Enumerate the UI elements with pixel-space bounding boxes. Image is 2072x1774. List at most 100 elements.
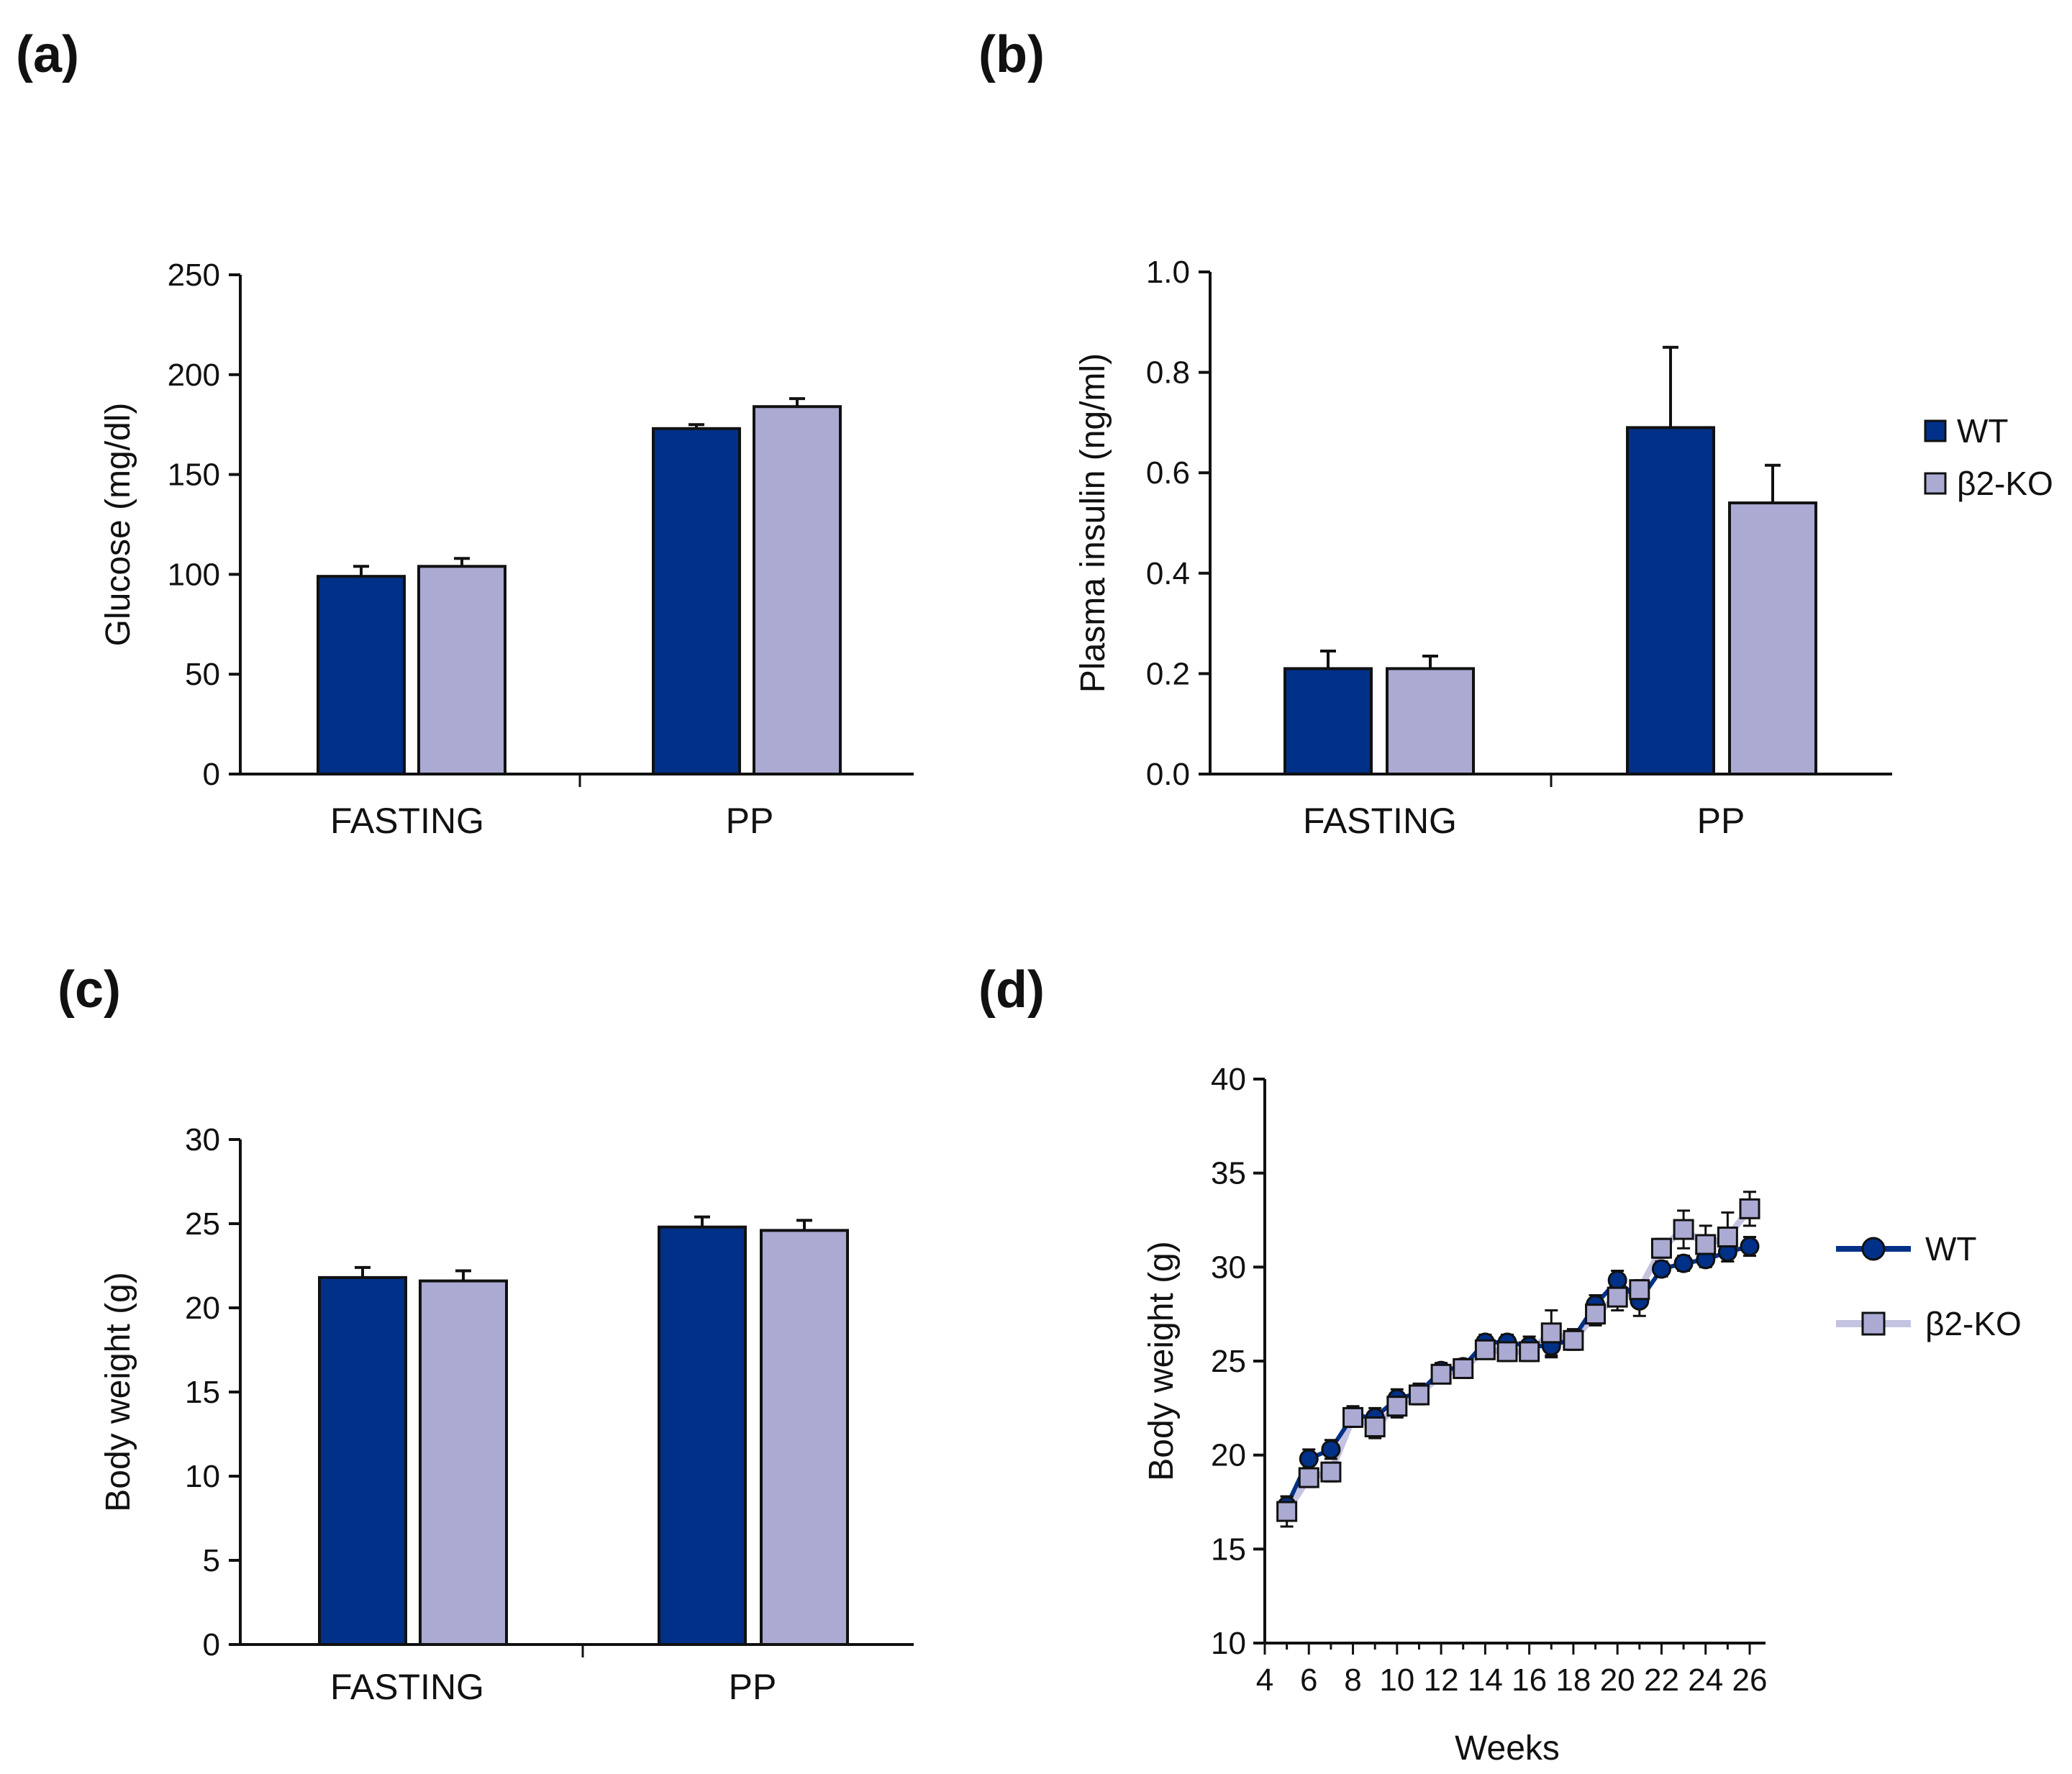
wt-point [1673, 1253, 1694, 1273]
ko-point [1496, 1341, 1518, 1363]
x-tick-label: 22 [1644, 1662, 1679, 1698]
ko-point [1650, 1237, 1672, 1259]
ko-point [1563, 1329, 1584, 1351]
y-tick-label: 20 [1211, 1438, 1246, 1473]
legend-ko-label: β2-KO [1957, 465, 2053, 502]
wt-bar [658, 1225, 747, 1647]
y-axis-title: Body weight (g) [1142, 1241, 1181, 1481]
ko-bar [1728, 501, 1817, 776]
y-axis-title: Plasma insulin (ng/ml) [1074, 353, 1112, 693]
ko-point [1386, 1396, 1408, 1417]
ko-point [1717, 1227, 1738, 1248]
panel-a-glucose-chart: 0 50 100 150 200 250 FASTING PP Glucose (mg/dl) [99, 258, 914, 841]
y-tick-label: 150 [168, 458, 220, 493]
panel-b-letter: (b) [978, 26, 1045, 83]
y-tick-label: 250 [168, 258, 220, 293]
y-tick-label: 5 [203, 1543, 220, 1578]
ko-point [1629, 1279, 1650, 1301]
y-tick-label: 200 [168, 358, 220, 393]
panel-c-body-weight-bar-chart: 0 5 10 15 20 25 30 FASTING PP Body weight (g) [99, 1122, 914, 1707]
ko-point [1739, 1198, 1760, 1219]
wt-point [1651, 1259, 1671, 1279]
legend-ko-swatch [1924, 472, 1947, 495]
y-axis-title: Body weight (g) [99, 1272, 137, 1512]
y-tick-label: 30 [185, 1122, 220, 1157]
x-tick-label: 24 [1688, 1662, 1723, 1698]
y-tick-label: 30 [1211, 1250, 1246, 1285]
panel-d-letter: (d) [978, 961, 1045, 1019]
ko-point [1540, 1322, 1562, 1344]
ko-point [1298, 1467, 1319, 1488]
ko-point [1607, 1286, 1628, 1308]
x-tick-label: 16 [1512, 1662, 1547, 1698]
x-axis-title: Weeks [1455, 1729, 1560, 1768]
x-tick-label: 10 [1379, 1662, 1414, 1698]
wt-point [1321, 1439, 1341, 1460]
x-tick-label: 14 [1468, 1662, 1503, 1698]
y-tick-label: 40 [1211, 1062, 1246, 1097]
wt-bar [318, 1275, 407, 1646]
legend-wt-label: WT [1957, 412, 2009, 450]
category-label: PP [726, 801, 774, 841]
y-tick-label: 1.0 [1146, 255, 1190, 290]
wt-series-line [1284, 1244, 1750, 1507]
ko-point [1585, 1304, 1607, 1325]
legend-wt-marker [1861, 1237, 1886, 1261]
y-tick-label: 50 [185, 657, 220, 692]
x-tick-label: 26 [1732, 1662, 1768, 1698]
panel-a-letter: (a) [16, 26, 79, 83]
wt-bar [317, 575, 406, 776]
y-tick-label: 35 [1211, 1156, 1246, 1191]
category-label: PP [1697, 801, 1745, 841]
y-tick-label: 15 [1211, 1532, 1246, 1567]
y-tick-label: 15 [185, 1375, 220, 1410]
ko-bar [1386, 667, 1475, 775]
ko-point [1276, 1501, 1298, 1522]
y-tick-label: 20 [185, 1291, 220, 1326]
y-tick-label: 25 [185, 1206, 220, 1242]
ko-point [1408, 1384, 1430, 1406]
y-tick-label: 10 [185, 1459, 220, 1494]
ko-point [1519, 1341, 1540, 1363]
category-label: FASTING [330, 1667, 484, 1707]
wt-bar [1283, 667, 1373, 775]
category-label: PP [729, 1667, 777, 1707]
legend-wt-label: WT [1925, 1230, 1977, 1268]
y-tick-label: 0.0 [1146, 757, 1190, 792]
wt-bar [1626, 426, 1715, 775]
wt-bar [652, 427, 741, 775]
y-tick-label: 0.4 [1146, 556, 1190, 591]
wt-point [1740, 1237, 1760, 1257]
ko-series-line [1283, 1206, 1753, 1514]
ko-bar [419, 1279, 508, 1647]
ko-point [1364, 1416, 1386, 1437]
x-tick-label: 18 [1555, 1662, 1591, 1698]
y-tick-label: 0.2 [1146, 656, 1190, 691]
y-tick-label: 0 [203, 1627, 220, 1662]
y-tick-label: 25 [1211, 1344, 1246, 1379]
y-tick-label: 0.8 [1146, 355, 1190, 391]
y-tick-label: 100 [168, 557, 220, 592]
category-label: FASTING [1303, 801, 1457, 841]
x-tick-label: 20 [1600, 1662, 1635, 1698]
ko-point [1695, 1234, 1717, 1255]
wt-point [1607, 1270, 1627, 1291]
panel-c-letter: (c) [58, 961, 121, 1019]
wt-point [1299, 1449, 1319, 1469]
x-tick-label: 6 [1300, 1662, 1317, 1698]
ko-point [1474, 1339, 1496, 1360]
ko-point [1453, 1357, 1474, 1379]
y-tick-label: 0.6 [1146, 455, 1190, 491]
panel-b-insulin-chart: 0.0 0.2 0.4 0.6 0.8 1.0 FASTING PP Plasma insuli… [1074, 255, 2053, 841]
ko-point [1430, 1363, 1452, 1385]
ko-bar [760, 1229, 849, 1646]
x-tick-label: 8 [1344, 1662, 1361, 1698]
y-axis-title: Glucose (mg/dl) [99, 403, 137, 647]
legend-wt-swatch [1924, 419, 1947, 442]
x-tick-label: 12 [1424, 1662, 1459, 1698]
legend-ko-label: β2-KO [1925, 1305, 2022, 1342]
category-label: FASTING [330, 801, 484, 841]
